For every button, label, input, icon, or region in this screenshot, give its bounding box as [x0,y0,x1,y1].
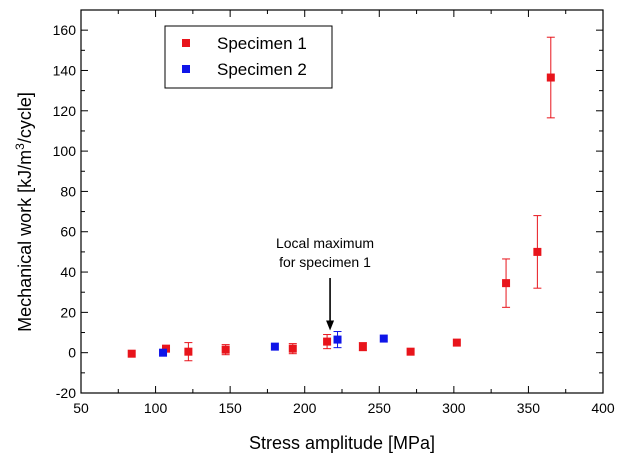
x-axis-title: Stress amplitude [MPa] [249,433,435,453]
y-tick-label: 60 [60,224,76,240]
y-tick-label: 100 [53,143,77,159]
x-axis: 50 100 150 200 250 300 350 400 [73,10,615,416]
data-point-specimen-2 [270,342,279,351]
error-bars [184,36,555,362]
x-tick-label: 350 [517,400,541,416]
data-point-specimen-1 [533,247,542,256]
data-point-specimen-1 [184,347,193,356]
data-point-specimen-1 [323,337,332,346]
y-axis-title-main: Mechanical work [kJ/m [15,150,35,332]
y-tick-label: 40 [60,264,76,280]
data-point-specimen-1 [221,345,230,354]
x-tick-label: 150 [218,400,242,416]
y-tick-label: 120 [53,103,77,119]
y-tick-label: 140 [53,62,77,78]
data-point-specimen-1 [127,349,136,358]
data-points [127,73,555,358]
legend-label-specimen-1: Specimen 1 [217,34,307,53]
legend-box [164,25,333,89]
y-tick-label: 20 [60,304,76,320]
data-point-specimen-2 [159,348,168,357]
x-tick-label: 200 [293,400,317,416]
data-point-specimen-1 [288,344,297,353]
x-tick-label: 100 [144,400,168,416]
data-point-specimen-2 [379,334,388,343]
data-point-specimen-1 [502,279,511,288]
x-tick-label: 250 [368,400,392,416]
x-tick-label: 300 [442,400,466,416]
x-tick-label: 400 [591,400,615,416]
data-point-specimen-2 [333,335,342,344]
annotation-text: for specimen 1 [279,254,371,270]
annotation-text: Local maximum [276,235,374,251]
data-point-specimen-1 [162,344,171,353]
annotation-arrow-head [326,320,335,331]
y-axis: -20 0 20 40 60 80 100 120 140 160 [53,22,603,401]
y-axis-title-superscript: 3 [13,143,27,150]
y-axis-title-end: /cycle] [15,92,35,143]
y-axis-title: Mechanical work [kJ/m3/cycle] [13,92,35,332]
x-tick-label: 50 [73,400,89,416]
data-point-specimen-1 [358,342,367,351]
legend-marker-specimen-1 [182,39,190,47]
legend: Specimen 1 Specimen 2 [164,25,333,89]
y-tick-label: 0 [68,345,76,361]
data-point-specimen-1 [452,338,461,347]
legend-label-specimen-2: Specimen 2 [217,60,307,79]
y-tick-label: 160 [53,22,77,38]
data-point-specimen-1 [406,347,415,356]
annotation: Local maximum for specimen 1 [276,235,374,331]
data-point-specimen-1 [546,73,555,82]
y-tick-label: 80 [60,183,76,199]
plot-frame [80,9,604,394]
plot-border [80,9,604,394]
legend-marker-specimen-2 [182,65,190,73]
y-tick-label: -20 [56,385,76,401]
